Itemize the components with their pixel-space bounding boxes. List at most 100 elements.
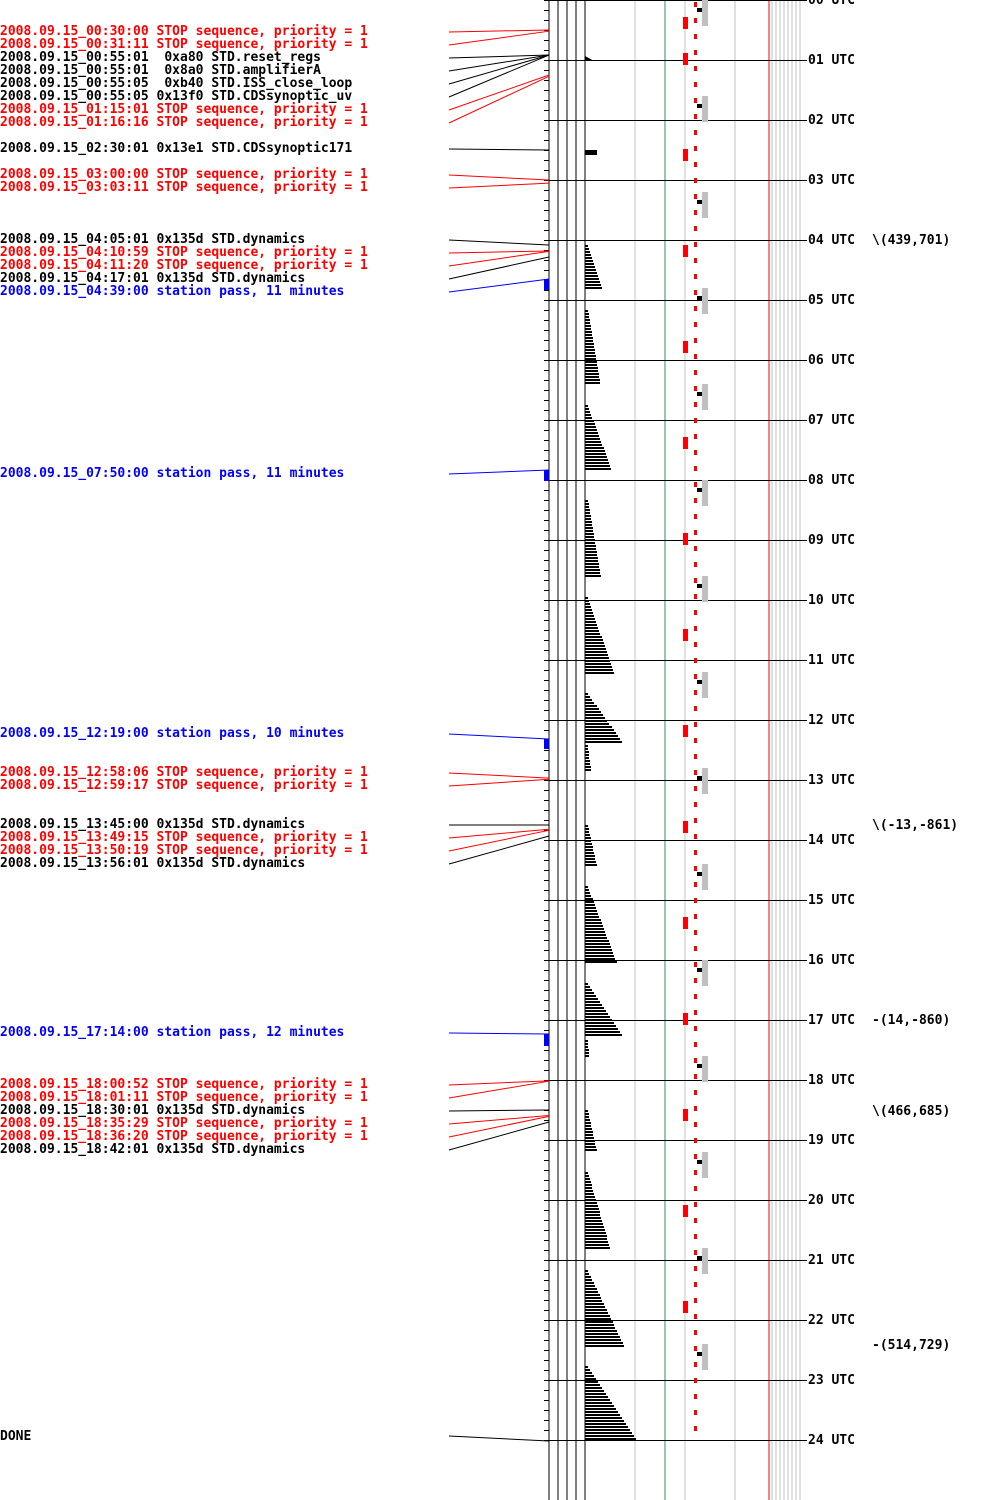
gray-bar <box>702 192 708 218</box>
red-dash <box>694 306 697 311</box>
red-dash <box>694 1362 697 1367</box>
red-dash <box>694 1426 697 1431</box>
activity-bar <box>585 278 599 280</box>
activity-bar <box>585 1028 618 1030</box>
activity-bar <box>585 720 607 722</box>
activity-bar <box>585 515 591 517</box>
red-block <box>683 1109 688 1121</box>
activity-bar <box>585 248 589 250</box>
activity-bar <box>585 521 592 523</box>
black-square <box>697 8 702 12</box>
activity-bar <box>585 444 602 446</box>
event-connector <box>448 828 550 839</box>
red-dash <box>694 82 697 87</box>
activity-bar <box>585 1342 623 1344</box>
activity-bar <box>585 1205 598 1207</box>
red-dash <box>694 226 697 231</box>
activity-bar <box>585 855 595 857</box>
red-dash <box>694 1250 697 1255</box>
activity-bar <box>585 1113 589 1115</box>
activity-bar <box>585 757 589 759</box>
hour-label: 24 UTC <box>808 1433 855 1448</box>
activity-bar <box>585 1285 595 1287</box>
activity-bar <box>585 717 605 719</box>
activity-bar <box>585 922 602 924</box>
activity-bar <box>585 754 589 756</box>
event-entry: 2008.09.15_04:11:20 STOP sequence, prior… <box>0 258 368 273</box>
activity-bar <box>585 660 610 662</box>
red-dash <box>694 130 697 135</box>
black-square <box>697 488 702 492</box>
event-entry: 2008.09.15_03:00:00 STOP sequence, prior… <box>0 167 368 182</box>
event-connector <box>448 182 550 189</box>
activity-bar <box>585 952 613 954</box>
red-dash <box>694 1314 697 1319</box>
black-square <box>697 104 702 108</box>
activity-bar <box>585 636 602 638</box>
black-square <box>697 1064 702 1068</box>
activity-bar <box>585 760 590 762</box>
activity-bar <box>585 1016 610 1018</box>
activity-bar <box>585 1208 599 1210</box>
activity-bar <box>585 1426 628 1428</box>
black-square <box>697 584 702 588</box>
red-block <box>683 149 688 161</box>
red-block <box>683 17 688 29</box>
activity-bar <box>585 1119 590 1121</box>
activity-bar <box>585 925 603 927</box>
activity-bar <box>585 1025 616 1027</box>
activity-bar <box>585 1288 597 1290</box>
activity-bar <box>585 1223 603 1225</box>
activity-bar <box>585 1306 605 1308</box>
red-block <box>683 821 688 833</box>
activity-bar <box>585 892 590 894</box>
activity-bar <box>585 405 588 407</box>
activity-bar <box>585 465 610 467</box>
red-dash <box>694 114 697 119</box>
activity-bar <box>585 907 596 909</box>
activity-bar <box>585 1019 612 1021</box>
activity-bar <box>585 904 595 906</box>
red-dash <box>694 898 697 903</box>
activity-bar <box>585 1220 602 1222</box>
hour-label: 16 UTC <box>808 953 855 968</box>
station-pass-marker <box>544 279 549 290</box>
red-dash <box>694 450 697 455</box>
activity-bar <box>585 751 589 753</box>
gray-bar <box>702 576 708 602</box>
gray-bar <box>702 0 708 26</box>
event-entry: 2008.09.15_04:10:59 STOP sequence, prior… <box>0 245 368 260</box>
red-dash <box>694 850 697 855</box>
activity-bar <box>585 420 594 422</box>
activity-bar <box>585 506 589 508</box>
activity-bar <box>585 1128 592 1130</box>
event-entry: 2008.09.15_13:49:15 STOP sequence, prior… <box>0 830 368 845</box>
gray-bar <box>702 1152 708 1178</box>
hour-label: 08 UTC <box>808 473 855 488</box>
activity-bar <box>585 453 606 455</box>
black-square <box>697 776 702 780</box>
activity-bar <box>585 340 593 342</box>
activity-bar <box>585 331 592 333</box>
activity-bar <box>585 943 610 945</box>
event-connector <box>448 1121 550 1151</box>
activity-bar <box>585 889 589 891</box>
activity-bar <box>585 1034 622 1036</box>
coordinate-annotation: \(-13,-861) <box>872 818 959 833</box>
hour-label: 04 UTC <box>808 233 855 248</box>
activity-bar <box>585 1321 613 1323</box>
activity-bar <box>585 766 591 768</box>
activity-bar <box>585 1411 618 1413</box>
hour-label: 07 UTC <box>808 413 855 428</box>
event-entry: 2008.09.15_18:35:29 STOP sequence, prior… <box>0 1116 368 1131</box>
event-connector <box>448 250 550 267</box>
event-connector <box>448 1435 550 1442</box>
activity-bar <box>585 355 596 357</box>
activity-bar <box>585 723 609 725</box>
activity-bar <box>585 648 606 650</box>
activity-bar <box>585 597 588 599</box>
activity-bar <box>585 1238 607 1240</box>
hour-label: 22 UTC <box>808 1313 855 1328</box>
event-entry: 2008.09.15_13:56:01 0x135d STD.dynamics <box>0 856 306 871</box>
activity-bar <box>585 150 597 155</box>
